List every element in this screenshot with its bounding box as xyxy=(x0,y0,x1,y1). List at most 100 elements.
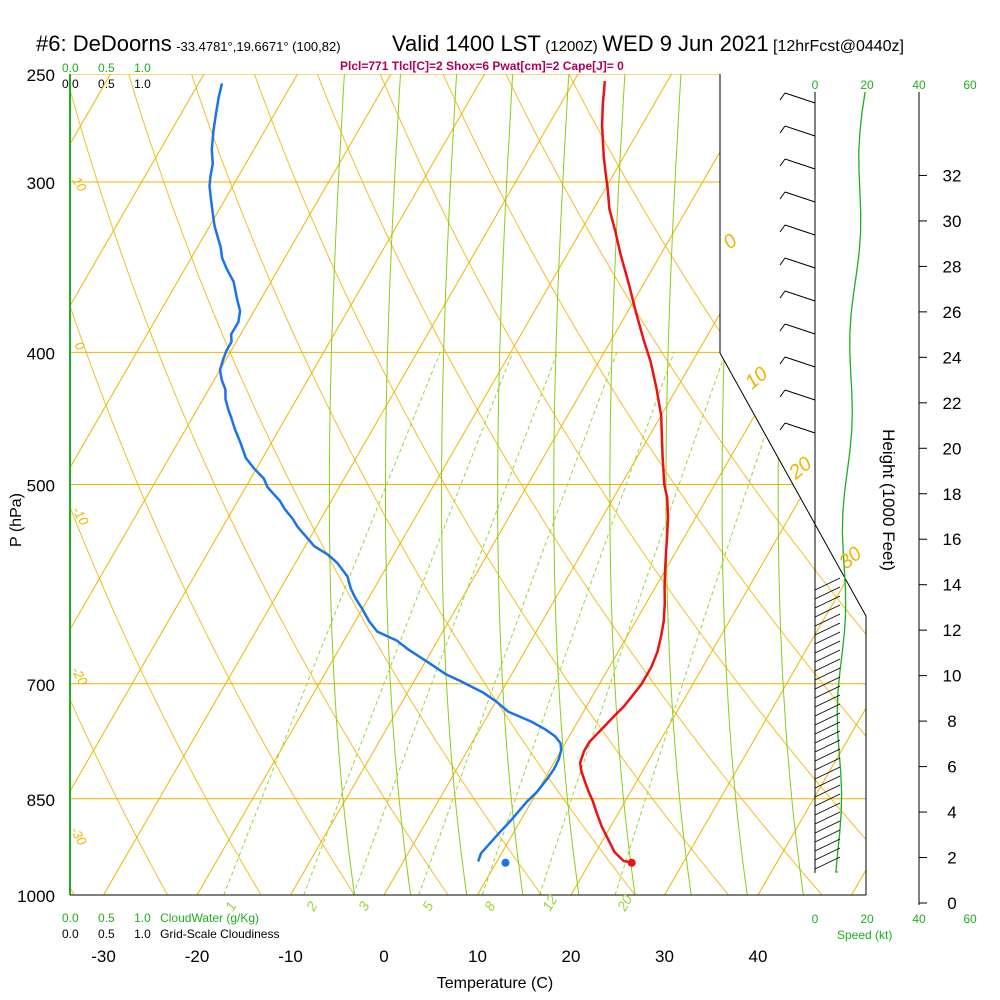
wind-barb xyxy=(814,676,841,690)
speed-tick-label: 40 xyxy=(912,912,926,926)
wind-speed-profile xyxy=(835,91,866,873)
speed-tick-label: 60 xyxy=(963,78,977,92)
station-title: #6: DeDoorns xyxy=(36,31,172,56)
wind-barb xyxy=(784,257,816,269)
wind-barb xyxy=(814,595,841,609)
dry-adiabat-line xyxy=(70,74,355,895)
wind-barb xyxy=(784,125,816,137)
wind-barb xyxy=(814,730,841,744)
wind-barb xyxy=(784,389,816,401)
wind-barb xyxy=(814,712,841,726)
pressure-tick-label: 250 xyxy=(27,66,55,85)
isotherm-line xyxy=(477,74,866,895)
isotherm-line xyxy=(70,74,205,895)
height-tick-label: 0 xyxy=(947,894,956,913)
dry-adiabat-line xyxy=(120,74,542,895)
pressure-tick-label: 400 xyxy=(27,344,55,363)
wind-barb xyxy=(814,721,841,735)
isotherm-line xyxy=(664,74,866,895)
wind-barb xyxy=(814,775,841,789)
mixing-ratio-line xyxy=(614,352,794,895)
wind-barb xyxy=(784,422,816,434)
cloudwater-tick: 0.0 xyxy=(62,911,79,925)
wind-barb-flag xyxy=(779,224,786,233)
wind-barb xyxy=(814,757,841,771)
wind-barb xyxy=(814,802,841,816)
pressure-tick-label: 1000 xyxy=(17,887,55,906)
y-axis-label: P (hPa) xyxy=(8,493,25,547)
moist-adiabat-line xyxy=(609,74,636,895)
sounding-parameters: Plcl=771 Tlcl[C]=2 Shox=6 Pwat[cm]=2 Cap… xyxy=(340,59,624,73)
grid-lines xyxy=(70,74,866,895)
wind-barb xyxy=(814,703,841,717)
wind-barb xyxy=(814,622,841,636)
cloudwater-tick: 0.5 xyxy=(98,61,115,75)
mixing-ratio-label: 2 xyxy=(302,899,320,915)
dry-adiabat-label: -10 xyxy=(69,504,92,528)
moist-adiabat-line xyxy=(665,74,692,895)
moist-adiabat-line xyxy=(385,74,412,895)
height-axis-label: Height (1000 Feet) xyxy=(879,429,898,571)
height-tick-label: 22 xyxy=(943,394,962,413)
mixing-ratio-line xyxy=(223,352,441,895)
cloudiness-tick: 1.0 xyxy=(134,77,151,91)
speed-tick-label: 20 xyxy=(860,78,874,92)
cloudwater-tick: 0.5 xyxy=(98,911,115,925)
station-coords: -33.4781°,19.6671° (100,82) xyxy=(176,39,341,54)
valid-time: Valid 1400 LST xyxy=(392,31,541,56)
wind-barb xyxy=(784,224,816,236)
wind-barb-flag xyxy=(779,92,786,101)
temperature-tick-label: 40 xyxy=(749,947,768,966)
mixing-ratio-label: 8 xyxy=(481,899,499,914)
height-tick-label: 14 xyxy=(943,576,962,595)
wind-barb xyxy=(814,685,841,699)
temperature-tick-label: -30 xyxy=(91,947,116,966)
dry-adiabat-label: 10 xyxy=(741,363,772,394)
cloudwater-scale-bottom: 0.0 0.5 1.0 CloudWater (g/Kg) xyxy=(62,911,259,925)
height-tick-label: 8 xyxy=(947,712,956,731)
wind-barb xyxy=(784,356,816,368)
surface-dewpoint-marker xyxy=(501,858,510,867)
cloudwater-tick: 0.0 xyxy=(62,61,79,75)
mixing-ratio-label: 3 xyxy=(355,899,373,914)
wind-barb-flag xyxy=(779,389,786,398)
wind-barb xyxy=(814,838,841,852)
isotherm-line xyxy=(70,74,485,895)
valid-date: WED 9 Jun 2021 xyxy=(602,31,769,56)
dewpoint-line xyxy=(208,83,563,862)
cloudiness-tick: 0.5 xyxy=(98,927,115,941)
speed-tick-label: 0 xyxy=(812,912,819,926)
wind-barb xyxy=(814,766,841,780)
temperature-tick-label: 10 xyxy=(468,947,487,966)
isotherm-line xyxy=(851,74,866,895)
wind-barb-flag xyxy=(779,125,786,134)
wind-barb xyxy=(814,604,841,618)
temperature-tick-label: -20 xyxy=(185,947,210,966)
wind-barb-flag xyxy=(779,290,786,299)
wind-barb xyxy=(814,640,841,654)
surface-temperature-marker xyxy=(627,858,636,867)
moist-adiabat-line xyxy=(497,74,524,895)
pressure-tick-label: 300 xyxy=(27,174,55,193)
isotherm-line xyxy=(757,74,866,895)
wind-barb xyxy=(784,290,816,302)
plot-boundary xyxy=(719,74,867,895)
isotherm-line xyxy=(290,74,766,895)
height-tick-label: 20 xyxy=(943,439,962,458)
cloudwater-tick: 1.0 xyxy=(134,61,151,75)
pressure-tick-label: 850 xyxy=(27,791,55,810)
wind-barb xyxy=(814,613,841,627)
height-tick-label: 16 xyxy=(943,530,962,549)
wind-barb xyxy=(784,158,816,170)
wind-barb xyxy=(814,856,841,870)
dry-adiabat-label: -20 xyxy=(68,664,91,688)
dry-adiabat-line xyxy=(307,74,823,895)
isotherm-line xyxy=(70,74,392,895)
dry-adiabat-label: 0 xyxy=(719,230,742,254)
wind-barb-flag xyxy=(779,257,786,266)
mixing-ratio-line xyxy=(352,352,559,895)
height-tick-label: 26 xyxy=(943,303,962,322)
wind-barb xyxy=(814,784,841,798)
